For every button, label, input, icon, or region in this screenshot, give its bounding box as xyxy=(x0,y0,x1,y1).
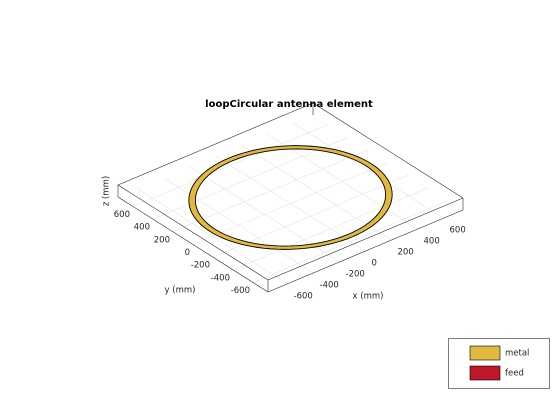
legend-label: metal xyxy=(505,349,529,359)
y-tick-label: 600 xyxy=(114,210,130,220)
grid-line xyxy=(192,162,389,245)
box-edge xyxy=(312,102,464,199)
box-edge xyxy=(117,102,314,186)
grid-line xyxy=(232,187,429,271)
y-tick-label: 400 xyxy=(134,223,150,233)
chart-title: loopCircular antenna element xyxy=(205,99,373,110)
grid-line xyxy=(172,149,369,233)
grid-line xyxy=(152,136,349,220)
loop-strip xyxy=(188,145,393,250)
box-edge xyxy=(117,184,269,281)
y-tick-label: -600 xyxy=(231,286,250,296)
x-tick-label: 600 xyxy=(450,226,466,236)
y-tick-label: 200 xyxy=(154,235,170,245)
x-axis-label: x (mm) xyxy=(353,292,384,302)
grid-line xyxy=(132,124,329,207)
legend: metal feed xyxy=(448,338,550,389)
box-edge xyxy=(267,197,464,281)
y-tick-label: 0 xyxy=(185,248,190,258)
y-axis-label: y (mm) xyxy=(165,286,196,296)
z-axis-label: z (mm) xyxy=(102,176,112,206)
legend-swatch xyxy=(469,345,501,361)
legend-swatch xyxy=(469,365,501,381)
axis-line xyxy=(117,196,269,293)
axes-box: -600-400-2000200400600-600-400-200020040… xyxy=(114,102,466,301)
x-tick-label: 200 xyxy=(398,248,414,258)
x-tick-label: 0 xyxy=(372,259,377,269)
antenna xyxy=(188,145,393,250)
y-tick-label: -400 xyxy=(211,273,230,283)
legend-label: feed xyxy=(505,369,524,379)
x-tick-label: -400 xyxy=(320,280,339,290)
axis-line xyxy=(267,209,464,293)
x-tick-label: -200 xyxy=(346,269,365,279)
grid-line xyxy=(252,200,449,283)
x-tick-label: -600 xyxy=(294,291,313,301)
y-tick-label: -200 xyxy=(191,261,210,271)
x-tick-label: 400 xyxy=(424,237,440,247)
